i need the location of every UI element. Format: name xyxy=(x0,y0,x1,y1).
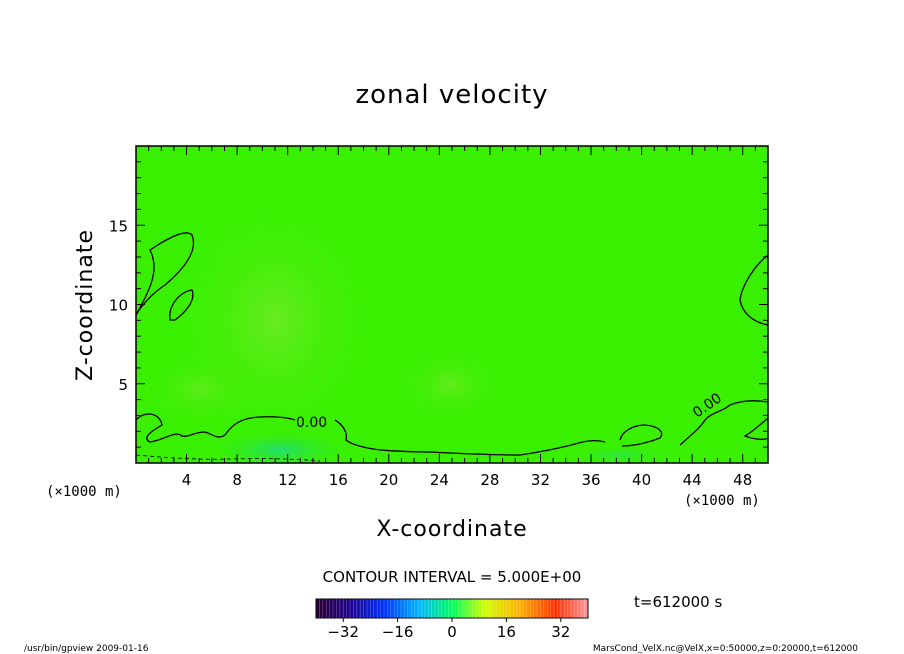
x-tick-label: 28 xyxy=(480,471,499,489)
colorbar-tick-label: 0 xyxy=(447,623,457,641)
x-axis-label: X-coordinate xyxy=(376,517,527,542)
contour-zero-right xyxy=(739,254,768,326)
contour-interval: CONTOUR INTERVAL = 5.000E+00 xyxy=(323,568,582,586)
footer-left: /usr/bin/gpview 2009-01-16 xyxy=(24,644,149,654)
colorbar-ticks: −32 −16 0 16 32 xyxy=(327,618,570,641)
contour-small-loop xyxy=(169,289,194,321)
y-tick-label: 10 xyxy=(109,297,128,315)
x-tick-label: 8 xyxy=(232,471,242,489)
y-axis-unit: (×1000 m) xyxy=(46,484,122,500)
x-axis-unit: (×1000 m) xyxy=(684,493,760,509)
chart-title: zonal velocity xyxy=(355,80,548,110)
contour-label-1: 0.00 xyxy=(296,415,327,431)
time-label: t=612000 s xyxy=(634,593,722,611)
x-axis-ticks: 4 8 12 16 20 24 28 32 36 40 44 48 xyxy=(148,146,756,489)
y-tick-label: 15 xyxy=(109,217,128,235)
y-axis-label: Z-coordinate xyxy=(73,229,98,381)
contour-zero-left-edge xyxy=(136,454,321,462)
x-tick-label: 44 xyxy=(683,471,702,489)
x-tick-label: 40 xyxy=(632,471,651,489)
x-tick-label: 4 xyxy=(182,471,192,489)
contour-lines xyxy=(136,232,768,462)
contour-zero-upper-left xyxy=(136,232,194,316)
footer-right: MarsCond_VelX.nc@VelX,x=0:50000,z=0:2000… xyxy=(593,644,858,654)
colorbar-tick-label: −16 xyxy=(382,623,414,641)
field-shading xyxy=(140,190,680,463)
contour-zero-main xyxy=(136,413,296,443)
y-tick-label: 5 xyxy=(118,376,128,394)
x-tick-label: 36 xyxy=(581,471,600,489)
colorbar-tick-label: −32 xyxy=(327,623,359,641)
contour-zero-right-lobe xyxy=(619,424,663,447)
colorbar-tick-label: 32 xyxy=(551,623,570,641)
x-tick-label: 12 xyxy=(278,471,297,489)
x-tick-label: 16 xyxy=(329,471,348,489)
x-tick-label: 20 xyxy=(379,471,398,489)
y-axis-ticks: 5 10 15 xyxy=(109,161,768,448)
x-tick-label: 24 xyxy=(430,471,449,489)
x-tick-label: 32 xyxy=(531,471,550,489)
x-tick-label: 48 xyxy=(733,471,752,489)
contour-zero-right-edge xyxy=(679,400,768,446)
colorbar-tick-label: 16 xyxy=(497,623,516,641)
contour-zero-main-b xyxy=(334,419,606,456)
colorbar-stripes xyxy=(319,599,585,618)
contour-zero-right-b xyxy=(743,417,768,440)
